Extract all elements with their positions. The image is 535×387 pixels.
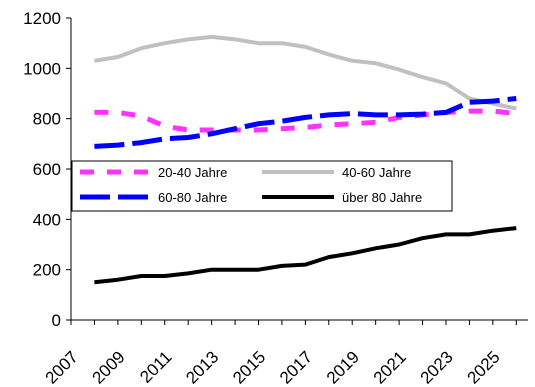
x-tick-label: 2013	[182, 347, 222, 387]
series-line-2	[94, 96, 517, 149]
series-line-0	[94, 108, 517, 133]
x-tick-label: 2007	[42, 347, 82, 387]
x-tick-label: 2017	[276, 347, 316, 387]
y-tick-label: 1200	[23, 9, 61, 28]
x-axis-tick-labels: 2007 2009 2011 2013 2015 2017 2019 2021 2023 2025	[42, 347, 504, 387]
y-tick-label: 0	[52, 311, 61, 330]
x-tick-label: 2009	[89, 347, 129, 387]
x-tick-label: 2021	[370, 347, 410, 387]
x-tick-label: 2025	[463, 347, 503, 387]
y-tick-label: 200	[33, 261, 61, 280]
x-tick-label: 2019	[323, 347, 363, 387]
y-tick-label: 400	[33, 210, 61, 229]
legend: 20-40 Jahre 40-60 Jahre 60-80 Jahre über 80…	[71, 160, 453, 212]
y-tick-label: 600	[33, 160, 61, 179]
x-tick-label: 2023	[417, 347, 457, 387]
y-tick-label: 800	[33, 110, 61, 129]
series-lines	[94, 34, 517, 285]
y-tick-label: 1000	[23, 59, 61, 78]
legend-label-3: über 80 Jahre	[342, 190, 422, 205]
x-tick-label: 2011	[136, 347, 175, 386]
series-line-3	[94, 226, 517, 285]
legend-box	[71, 160, 453, 212]
legend-label-0: 20-40 Jahre	[158, 165, 227, 180]
y-axis-tick-labels: 0 200 400 600 800 1000 1200	[23, 9, 61, 330]
series-line-1	[94, 34, 517, 111]
x-tick-label: 2015	[229, 347, 269, 387]
legend-label-1: 40-60 Jahre	[342, 165, 411, 180]
chart-axes	[66, 17, 528, 325]
legend-label-2: 60-80 Jahre	[158, 190, 227, 205]
